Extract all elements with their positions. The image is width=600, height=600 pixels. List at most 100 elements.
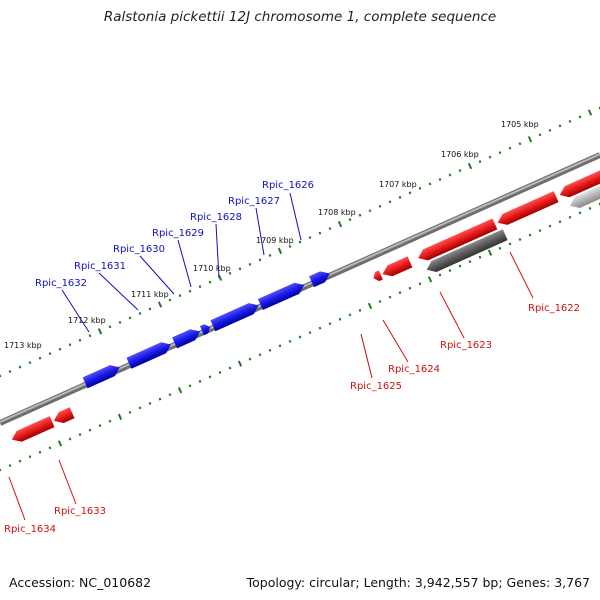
scale-tick [358, 213, 362, 217]
gene-label-rpic-1628[interactable]: Rpic_1628 [190, 212, 242, 223]
scale-tick [117, 413, 123, 420]
gene-arrow-rpic-1625[interactable] [371, 270, 383, 282]
scale-tick [178, 294, 182, 298]
scale-tick [97, 328, 103, 335]
scale-tick [128, 410, 132, 414]
scale-tick [0, 468, 2, 472]
scale-tick [138, 311, 142, 315]
gene-arrow-rpic-1634[interactable] [9, 416, 55, 445]
scale-tick [438, 177, 442, 181]
scale-tick [378, 204, 382, 208]
scale-tick [568, 215, 572, 219]
gene-label-rpic-1631[interactable]: Rpic_1631 [74, 261, 126, 272]
scale-tick [157, 301, 163, 308]
scale-tick [428, 182, 432, 186]
scale-tick [198, 379, 202, 383]
scale-tick [0, 374, 2, 378]
gene-arrow-rpic-1630[interactable] [172, 326, 202, 349]
scale-tick [318, 231, 322, 235]
scale-tick [57, 440, 63, 447]
kbp-label-1710: 1710 kbp [193, 264, 231, 273]
gene-label-rpic-1630[interactable]: Rpic_1630 [113, 244, 165, 255]
scale-tick [598, 202, 600, 206]
scale-tick [448, 268, 452, 273]
scale-tick [578, 211, 582, 215]
accession-text: Accession: NC_010682 [9, 575, 152, 590]
scale-tick [288, 339, 292, 343]
pseudo-gene-arrow-dark[interactable] [424, 229, 508, 275]
gene-label-rpic-1623[interactable]: Rpic_1623 [440, 340, 492, 351]
scale-tick [418, 186, 422, 190]
scale-tick [308, 236, 312, 240]
scale-tick [238, 267, 242, 271]
gene-arrow-rpic-1624[interactable] [380, 256, 413, 279]
gene-arrow-rpic-1628[interactable] [210, 300, 261, 332]
scale-tick [78, 338, 82, 342]
gene-label-rpic-1633[interactable]: Rpic_1633 [54, 506, 106, 517]
scale-tick [188, 384, 192, 388]
gene-arrow-rpic-1633[interactable] [51, 407, 75, 426]
gene-label-rpic-1622[interactable]: Rpic_1622 [528, 303, 580, 314]
scale-tick [208, 375, 212, 379]
scale-tick [288, 244, 292, 248]
gene-arrow-rpic-1622a[interactable] [495, 191, 559, 228]
scale-tick [548, 128, 552, 132]
scale-tick [198, 285, 202, 289]
scale-tick [268, 348, 272, 352]
scale-tick [28, 361, 32, 365]
reverse-leader-lines [8, 251, 534, 521]
gene-arrow-rpic-1622[interactable] [557, 160, 600, 200]
scale-tick [418, 282, 422, 286]
scale-tick [587, 109, 593, 116]
scale-tick [228, 271, 232, 275]
scale-tick [498, 246, 502, 250]
sequence-summary: Topology: circular; Length: 3,942,557 bp… [246, 575, 590, 590]
scale-tick [408, 286, 412, 290]
gene-arrow-rpic-1626[interactable] [309, 268, 332, 288]
scale-tick [228, 366, 232, 370]
scale-tick [88, 428, 92, 432]
scale-tick [128, 316, 132, 320]
scale-tick [467, 162, 473, 170]
scale-tick [138, 406, 142, 410]
kbp-label-1712: 1712 kbp [68, 316, 106, 325]
pseudo-gene-arrow-light[interactable] [568, 167, 600, 212]
gene-label-rpic-1627[interactable]: Rpic_1627 [228, 196, 280, 207]
gene-label-rpic-1632[interactable]: Rpic_1632 [35, 278, 87, 289]
scale-tick [78, 433, 82, 437]
scale-tick [277, 247, 283, 255]
gene-label-rpic-1625[interactable]: Rpic_1625 [350, 381, 402, 392]
scale-tick [438, 273, 442, 277]
gene-arrow-rpic-1632[interactable] [82, 362, 123, 389]
scale-tick [28, 455, 32, 459]
scale-tick [348, 313, 352, 317]
gene-arrow-rpic-1629[interactable] [199, 322, 212, 336]
gene-label-rpic-1629[interactable]: Rpic_1629 [152, 228, 204, 239]
gene-label-rpic-1626[interactable]: Rpic_1626 [262, 180, 314, 191]
gene-labels: Rpic_1626 Rpic_1627 Rpic_1628 Rpic_1629 … [4, 180, 580, 535]
gene-arrow-rpic-1631[interactable] [126, 339, 173, 369]
gene-label-rpic-1624[interactable]: Rpic_1624 [388, 364, 440, 375]
scale-tick [508, 242, 512, 246]
kbp-label-1708: 1708 kbp [318, 208, 356, 217]
scale-tick [48, 352, 52, 356]
scale-tick [458, 264, 462, 268]
scale-tick [368, 209, 372, 213]
scale-tick [528, 233, 532, 237]
scale-tick [258, 353, 262, 357]
kbp-label-1713: 1713 kbp [4, 341, 42, 350]
gene-label-rpic-1634[interactable]: Rpic_1634 [4, 524, 56, 535]
scale-tick [308, 331, 312, 335]
scale-tick [458, 169, 462, 173]
scale-tick [8, 370, 12, 374]
gene-arrow-rpic-1627[interactable] [257, 279, 307, 311]
kbp-label-1707: 1707 kbp [379, 180, 417, 189]
scale-tick [318, 326, 322, 330]
scale-tick [278, 344, 282, 348]
scale-tick [367, 302, 373, 310]
scale-tick [508, 146, 512, 150]
gene-arrow-rpic-1623a[interactable] [416, 218, 498, 263]
scale-tick [148, 307, 152, 311]
scale-tick [38, 356, 42, 360]
scale-tick [298, 240, 302, 244]
